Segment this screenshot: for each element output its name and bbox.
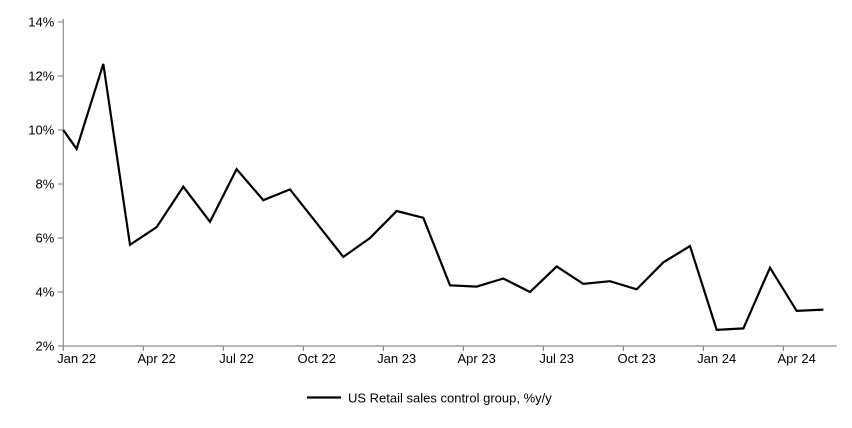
x-tick-label: Jan 22 (57, 351, 96, 366)
y-tick-label: 10% (28, 123, 54, 138)
x-tick-label: Jul 23 (539, 351, 574, 366)
y-tick-label: 8% (36, 177, 55, 192)
x-tick-label: Apr 23 (458, 351, 496, 366)
y-tick-label: 12% (28, 69, 54, 84)
x-tick-label: Jan 23 (377, 351, 416, 366)
y-tick-label: 6% (36, 231, 55, 246)
series-line (62, 63, 824, 331)
legend-series-label: US Retail sales control group, %y/y (348, 391, 552, 406)
y-tick-label: 4% (36, 285, 55, 300)
tick-label-layer: 14% 12% 10% 8% 6% 4% 2%Jan 22 Apr 22 Jul 22 Oct 2… (28, 15, 816, 367)
x-tick-label: Apr 22 (137, 351, 175, 366)
axes-layer (57, 19, 837, 351)
y-tick-label: 2% (36, 339, 55, 354)
y-tick-label: 14% (28, 15, 54, 30)
x-tick-label: Jan 24 (697, 351, 736, 366)
series-layer (62, 63, 824, 331)
legend: US Retail sales control group, %y/y (307, 391, 552, 406)
x-tick-label: Apr 24 (778, 351, 816, 366)
x-tick-label: Oct 22 (298, 351, 336, 366)
x-tick-label: Oct 23 (618, 351, 656, 366)
x-tick-label: Jul 22 (219, 351, 254, 366)
